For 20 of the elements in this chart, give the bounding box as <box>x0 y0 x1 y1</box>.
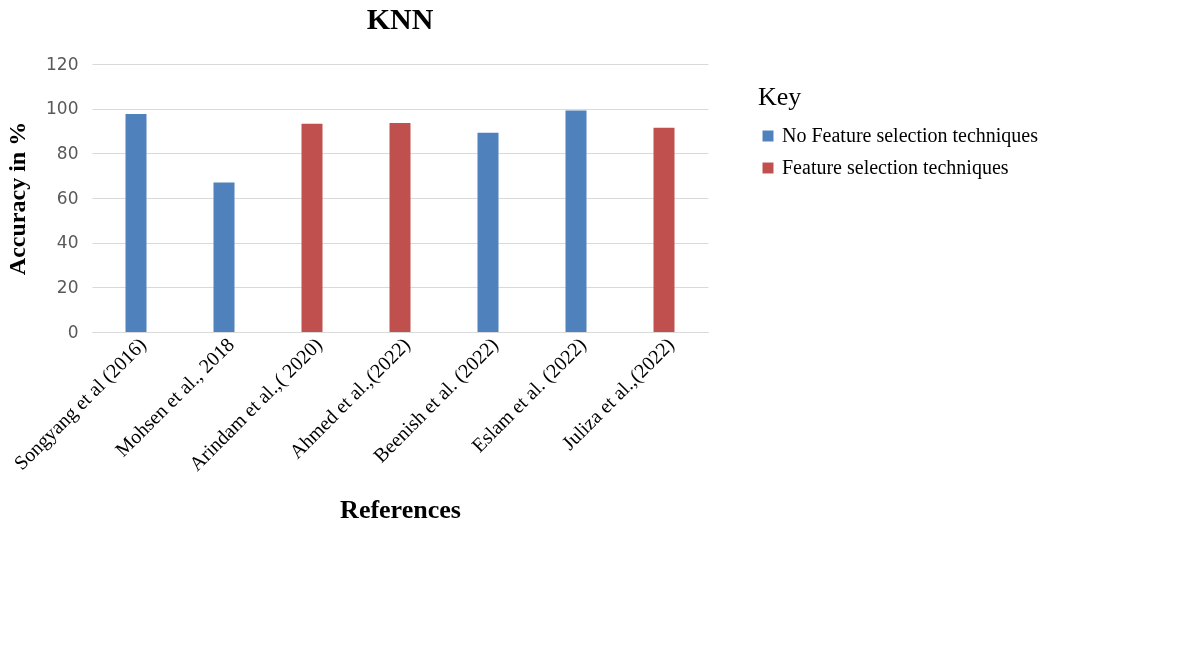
bar <box>125 114 147 332</box>
y-tick-label: 40 <box>56 232 79 253</box>
y-tick-label: 0 <box>67 321 79 342</box>
bar <box>301 123 323 332</box>
bar <box>477 132 499 332</box>
y-tick-label: 100 <box>46 98 79 119</box>
legend-label: Feature selection techniques <box>782 156 1009 179</box>
y-tick-label: 20 <box>56 276 79 297</box>
bar <box>653 127 675 332</box>
y-axis-title: Accuracy in % <box>4 121 31 276</box>
bar <box>565 110 587 332</box>
y-tick-label: 60 <box>56 187 79 208</box>
bar <box>213 182 235 332</box>
legend-title: Key <box>758 82 802 111</box>
chart-title: KNN <box>366 2 434 35</box>
legend-label: No Feature selection techniques <box>782 124 1039 147</box>
x-axis-title: References <box>340 495 461 525</box>
y-tick-label: 120 <box>46 53 79 74</box>
bar <box>389 122 411 332</box>
y-tick-label: 80 <box>56 142 79 163</box>
